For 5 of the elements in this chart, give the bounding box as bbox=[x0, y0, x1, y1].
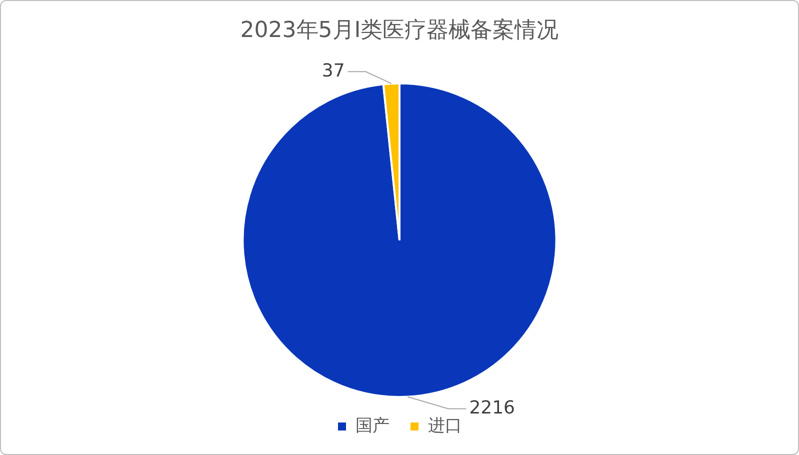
data-label: 2216 bbox=[469, 397, 516, 418]
chart-title: 2023年5月Ⅰ类医疗器械备案情况 bbox=[240, 18, 559, 43]
data-label: 37 bbox=[322, 60, 345, 82]
legend-label: 国产 bbox=[356, 416, 390, 436]
legend-label: 进口 bbox=[428, 416, 462, 436]
